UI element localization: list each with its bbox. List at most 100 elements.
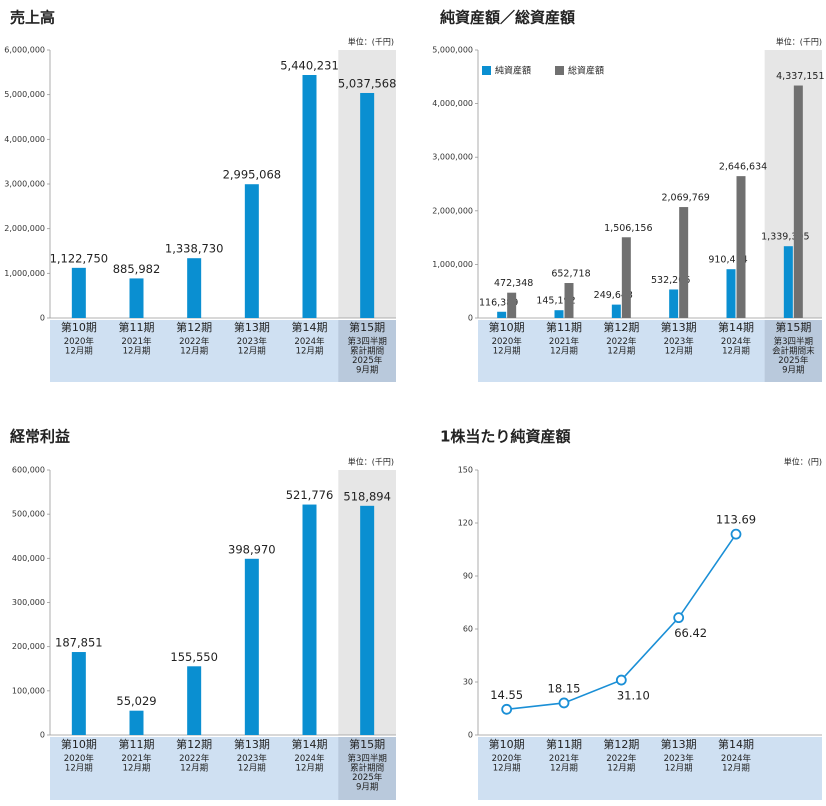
bar [793,85,803,318]
highlight-band [764,320,822,382]
y-tick-label: 4,000,000 [4,135,45,144]
x-tick-label: 12月期 [296,347,324,357]
bar [669,289,679,318]
unit-label: 単位：(円) [784,457,822,467]
y-tick-label: 30 [463,678,473,687]
chart-title: 経常利益 [10,428,70,446]
x-tick-label: 12月期 [238,347,266,357]
x-tick-label: 第11期 [119,737,155,751]
y-tick-label: 5,000,000 [432,46,473,55]
y-tick-label: 0 [40,314,45,323]
y-tick-label: 150 [458,466,473,475]
point [673,612,685,624]
bar [244,558,259,735]
category-band [478,737,822,800]
value-label: 5,037,568 [338,76,397,90]
x-tick-label: 第15期 [349,320,385,334]
value-label: 31.10 [617,689,650,703]
legend-label: 総資産額 [568,65,604,77]
bar [71,267,86,318]
value-label: 1,506,156 [604,223,652,234]
value-label: 2,995,068 [223,168,282,182]
highlight-band [338,320,396,382]
x-tick-label: 2021年 [121,336,152,347]
x-tick-label: 12月期 [722,347,750,357]
bar [129,278,144,318]
x-tick-label: 2025年 [352,355,383,366]
x-tick-label: 第11期 [119,320,155,334]
bar [187,666,202,735]
x-tick-label: 2023年 [664,336,695,347]
x-tick-label: 第12期 [176,737,212,751]
x-tick-label: 12月期 [607,764,635,774]
value-label: 18.15 [548,681,581,695]
y-tick-label: 0 [468,314,473,323]
y-tick-label: 60 [463,625,473,634]
x-tick-label: 12月期 [665,347,693,357]
point [730,528,742,540]
bar [244,184,259,318]
y-tick-label: 1,000,000 [4,269,45,278]
x-tick-label: 12月期 [296,764,324,774]
x-tick-label: 第15期 [349,737,385,751]
value-label: 472,348 [494,278,533,289]
y-tick-label: 2,000,000 [4,224,45,233]
unit-label: 単位：(千円) [348,37,394,47]
x-tick-label: 12月期 [493,347,521,357]
y-tick-label: 300,000 [12,598,45,607]
bar [611,304,621,318]
value-label: 14.55 [490,688,523,702]
point [615,674,627,686]
y-tick-label: 3,000,000 [4,180,45,189]
bar [302,75,317,318]
value-label: 885,982 [113,262,161,276]
x-tick-label: 12月期 [180,347,208,357]
x-tick-label: 第12期 [603,737,639,751]
x-tick-label: 12月期 [550,347,578,357]
value-label: 66.42 [674,626,707,640]
y-tick-label: 0 [40,731,45,740]
value-label: 398,970 [228,542,276,556]
unit-label: 単位：(千円) [348,457,394,467]
value-label: 2,069,769 [661,193,709,204]
point [558,697,570,709]
bar [129,710,144,735]
y-tick-label: 400,000 [12,554,45,563]
bar [71,652,86,735]
point [501,703,513,715]
x-tick-label: 2023年 [237,336,268,347]
x-tick-label: 第13期 [661,737,697,751]
bar [621,237,631,318]
x-tick-label: 2023年 [664,753,695,764]
bar [726,269,736,318]
bar [302,504,317,735]
x-tick-label: 第13期 [234,320,270,334]
value-label: 249,643 [594,290,633,301]
x-tick-label: 12月期 [65,764,93,774]
x-tick-label: 12月期 [493,764,521,774]
value-label: 518,894 [343,489,391,503]
x-tick-label: 2020年 [492,753,523,764]
y-tick-label: 4,000,000 [432,99,473,108]
bar [564,283,574,318]
bar [360,92,375,318]
x-tick-label: 第10期 [489,737,525,751]
x-tick-label: 2022年 [179,336,210,347]
value-label: 4,337,151 [776,71,824,82]
x-tick-label: 2022年 [606,336,637,347]
bar [360,505,375,735]
x-tick-label: 第10期 [61,737,97,751]
x-tick-label: 第13期 [661,320,697,334]
value-label: 113.69 [716,513,756,527]
value-label: 155,550 [170,650,218,664]
unit-label: 単位：(千円) [776,37,822,47]
legend-swatch [482,66,491,75]
bar [187,258,202,318]
y-tick-label: 5,000,000 [4,90,45,99]
x-tick-label: 9月期 [356,783,378,793]
highlight-band [338,737,396,800]
x-tick-label: 2023年 [237,753,268,764]
x-tick-label: 第11期 [546,320,582,334]
value-label: 116,389 [479,297,518,308]
x-tick-label: 12月期 [722,764,750,774]
